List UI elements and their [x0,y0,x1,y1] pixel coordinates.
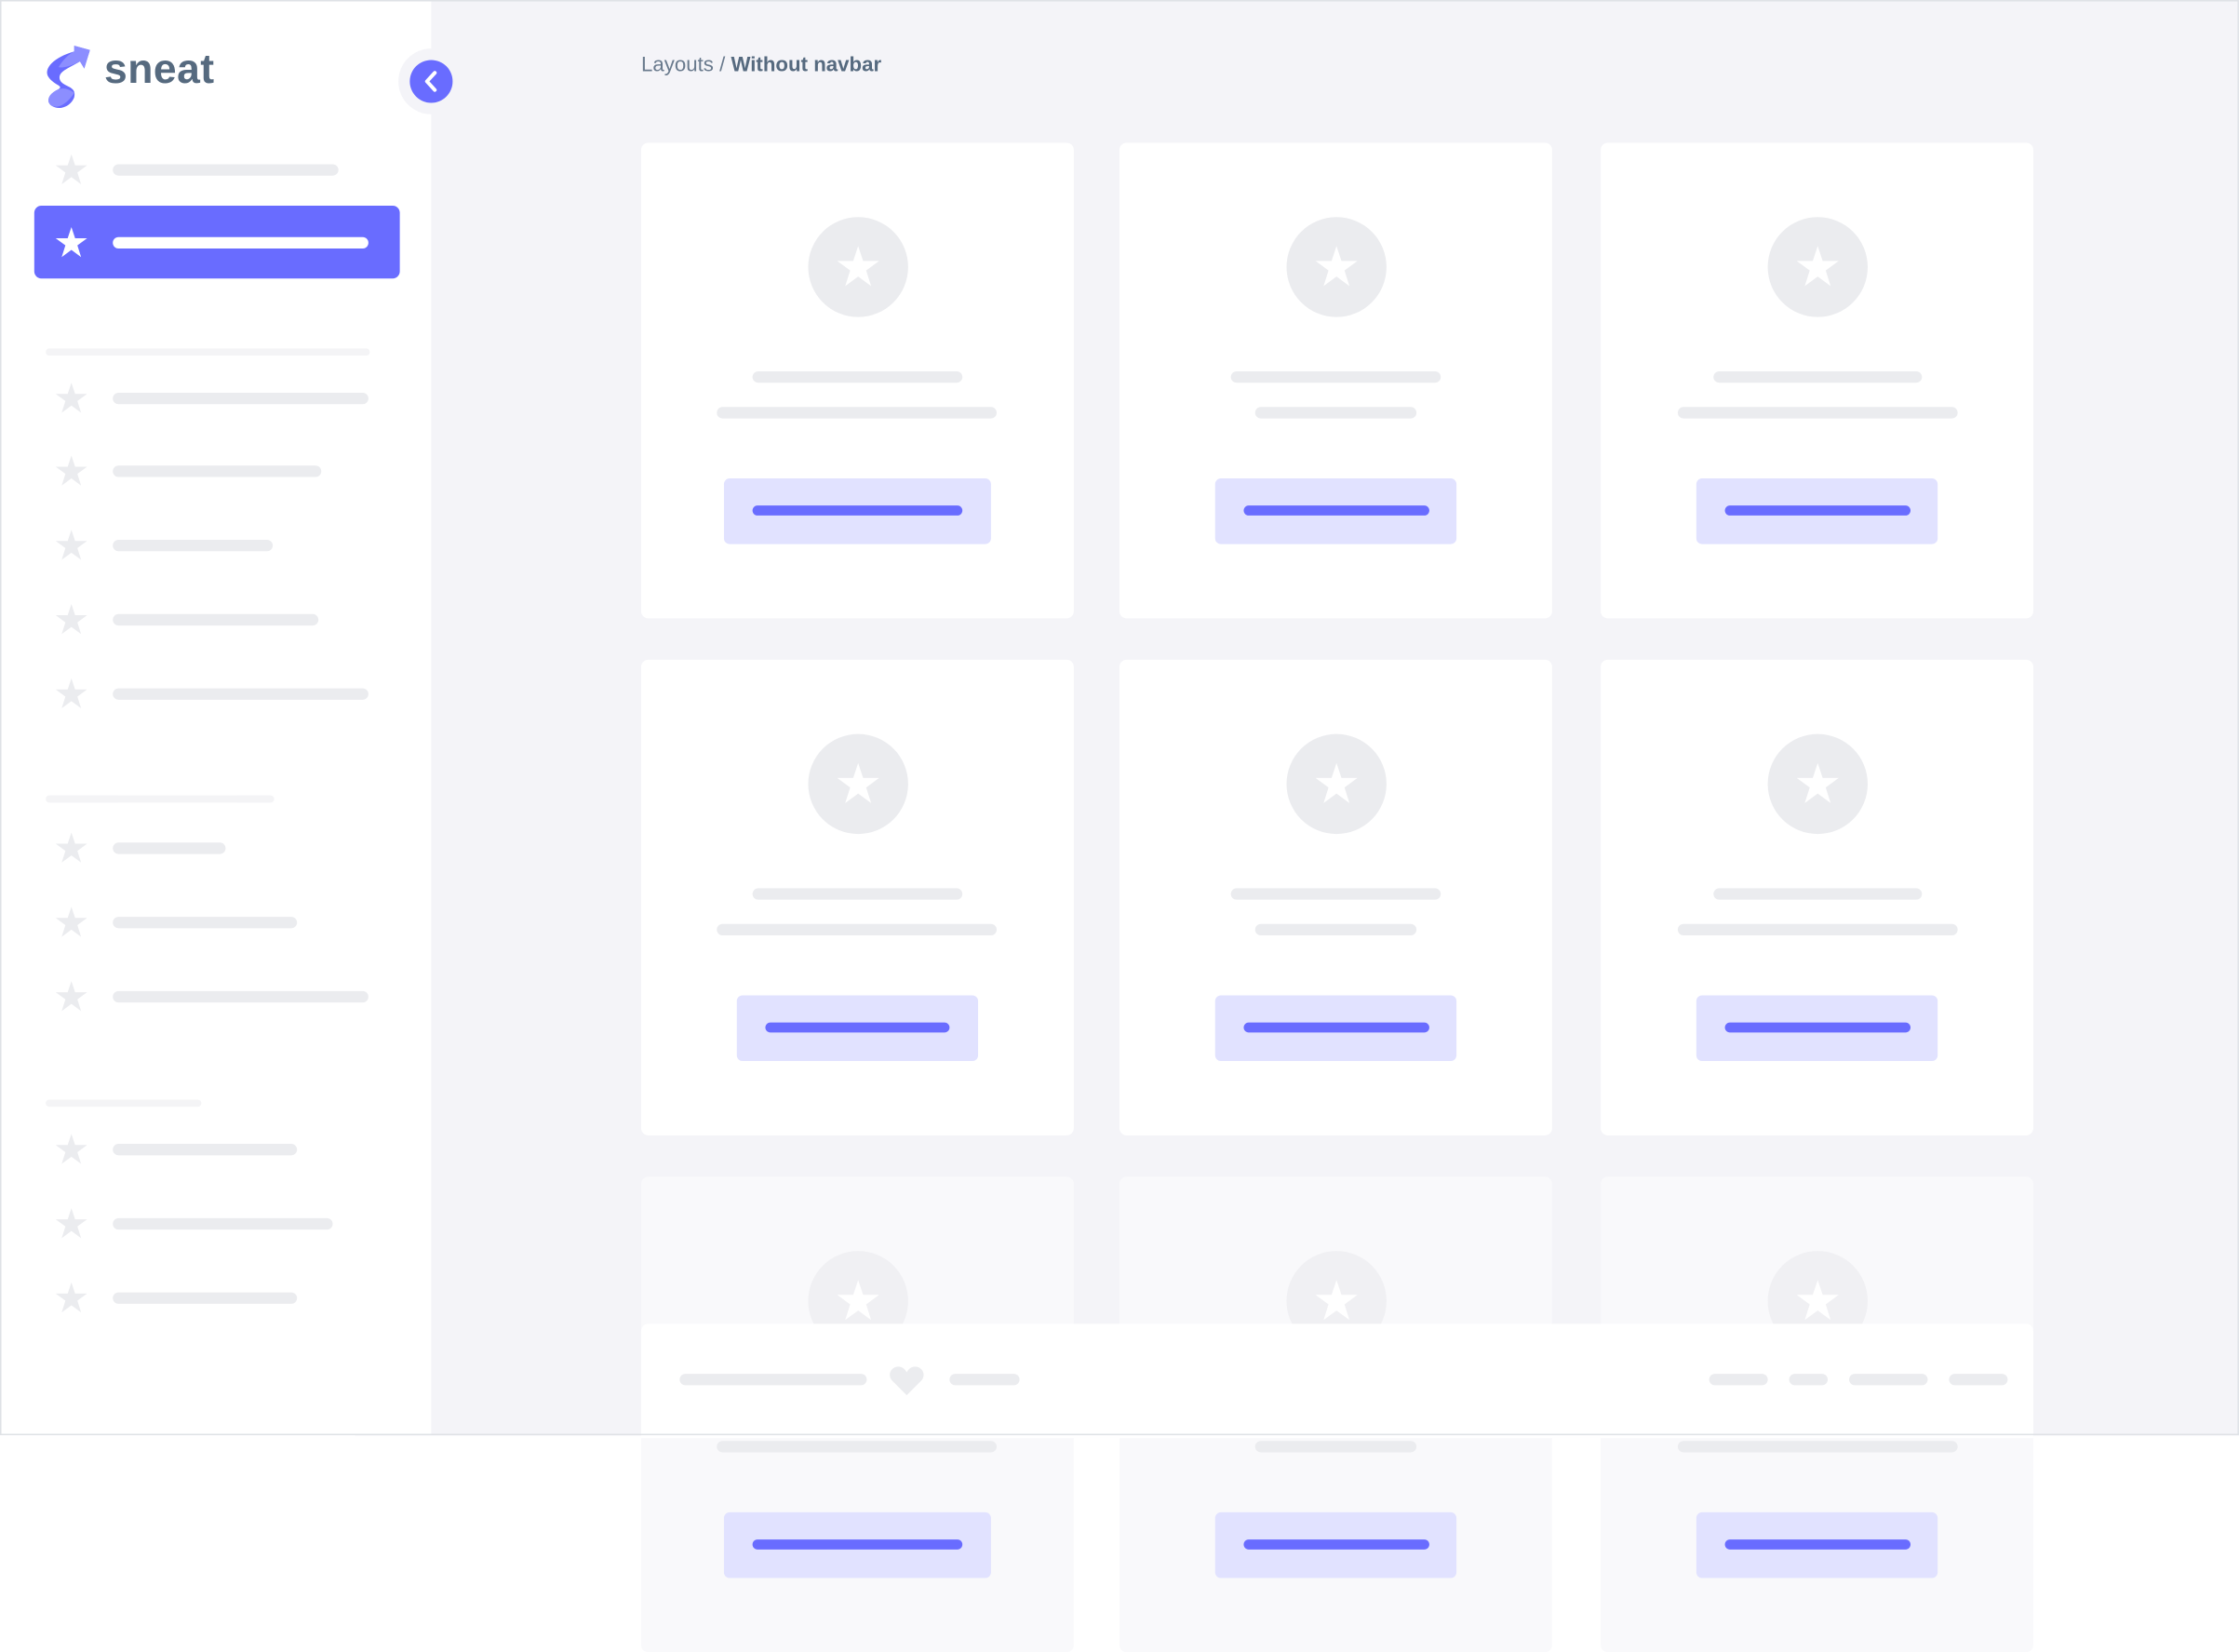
star-icon [55,678,87,709]
star-icon [836,762,878,803]
sidebar-section-header-placeholder [46,795,275,803]
sidebar-item-label-placeholder [113,990,369,1003]
heart-icon [890,1366,924,1396]
card-text-placeholder [1254,407,1417,419]
card-button-label-placeholder [1724,1022,1911,1033]
card [1119,142,1552,619]
star-icon [55,1282,87,1313]
card [1601,659,2033,1135]
star-icon [1314,246,1357,287]
card-button-label-placeholder [1724,1539,1911,1550]
card [1601,142,2033,619]
chevron-left-icon [424,71,437,92]
sidebar-item-label-placeholder [113,392,369,405]
card-button[interactable] [1696,1511,1938,1578]
card-title-placeholder [1230,888,1441,900]
footer [640,1323,2033,1439]
star-icon [55,383,87,413]
card-button-label-placeholder [1724,505,1911,516]
brand-name: sneat [104,47,215,93]
sidebar-item-label-placeholder [113,842,226,854]
sidebar-item-label-placeholder [113,540,274,552]
card [640,659,1074,1135]
star-icon [55,1208,87,1239]
breadcrumb: Layouts / Without navbar [641,54,881,77]
card-title-placeholder [1713,370,1923,383]
sidebar-item-label-placeholder [113,1292,298,1304]
card-text-placeholder [1254,923,1417,936]
footer-link-placeholder[interactable] [949,1374,1020,1386]
sidebar-item-label-placeholder [113,688,369,700]
card-text-placeholder [1677,407,1958,419]
card [640,142,1074,619]
footer-link-placeholder[interactable] [1709,1374,1768,1386]
card [1119,659,1552,1135]
sidebar: sneat [0,0,432,1436]
footer-link-placeholder[interactable] [1949,1374,2008,1386]
card-button[interactable] [723,1511,991,1578]
card-button[interactable] [1696,478,1938,544]
star-icon [55,455,87,486]
card-button[interactable] [723,478,991,544]
card-title-placeholder [752,370,963,383]
sidebar-item-label-placeholder [113,1217,333,1230]
star-icon [55,604,87,635]
card-button-label-placeholder [1243,505,1429,516]
card-text-placeholder [717,1441,998,1453]
breadcrumb-parent[interactable]: Layouts [640,54,714,77]
breadcrumb-separator: / [719,54,726,77]
card-button[interactable] [1214,1511,1457,1578]
card-text-placeholder [1677,1441,1958,1453]
app-window: sneat Layouts / Without navbar [0,0,2239,1578]
footer-link-placeholder[interactable] [1849,1374,1928,1386]
star-icon [55,154,87,184]
card-title-placeholder [752,888,963,900]
card-button[interactable] [1696,995,1938,1062]
card-button-label-placeholder [752,1539,963,1550]
card-text-placeholder [717,923,998,936]
card-button[interactable] [736,995,979,1062]
card-text-placeholder [1254,1441,1417,1453]
star-icon [1314,762,1357,803]
card-button[interactable] [1214,995,1457,1062]
sidebar-item-label-placeholder [113,1144,298,1156]
sneat-logo-icon [40,43,94,112]
star-icon [836,1280,878,1321]
star-icon [55,530,87,560]
footer-link-placeholder[interactable] [1789,1374,1829,1386]
star-icon [836,246,878,287]
sidebar-item-label-placeholder [113,465,322,477]
sidebar-section-header-placeholder [46,1099,202,1108]
star-icon [1314,1280,1357,1321]
star-icon [1796,1280,1839,1321]
footer-text-placeholder [679,1374,867,1386]
card-text-placeholder [717,407,998,419]
star-icon [55,981,87,1012]
card-button-label-placeholder [1243,1022,1429,1033]
card-button[interactable] [1214,478,1457,544]
sidebar-item-label-placeholder [113,164,339,176]
star-icon [55,1134,87,1164]
star-icon [55,907,87,937]
collapse-sidebar-button[interactable] [409,60,453,103]
star-icon [55,226,87,258]
sidebar-item-label-placeholder [113,917,298,929]
sidebar-item-label-placeholder [113,613,319,626]
card-button-label-placeholder [765,1022,950,1033]
card-button-label-placeholder [752,505,963,516]
sidebar-item-label-placeholder [113,236,369,248]
card-title-placeholder [1230,370,1441,383]
star-icon [55,832,87,863]
sidebar-section-header-placeholder [46,348,370,356]
breadcrumb-current: Without navbar [731,54,882,77]
card-button-label-placeholder [1243,1539,1429,1550]
star-icon [1796,762,1839,803]
star-icon [1796,246,1839,287]
card-title-placeholder [1713,888,1923,900]
card-text-placeholder [1677,923,1958,936]
